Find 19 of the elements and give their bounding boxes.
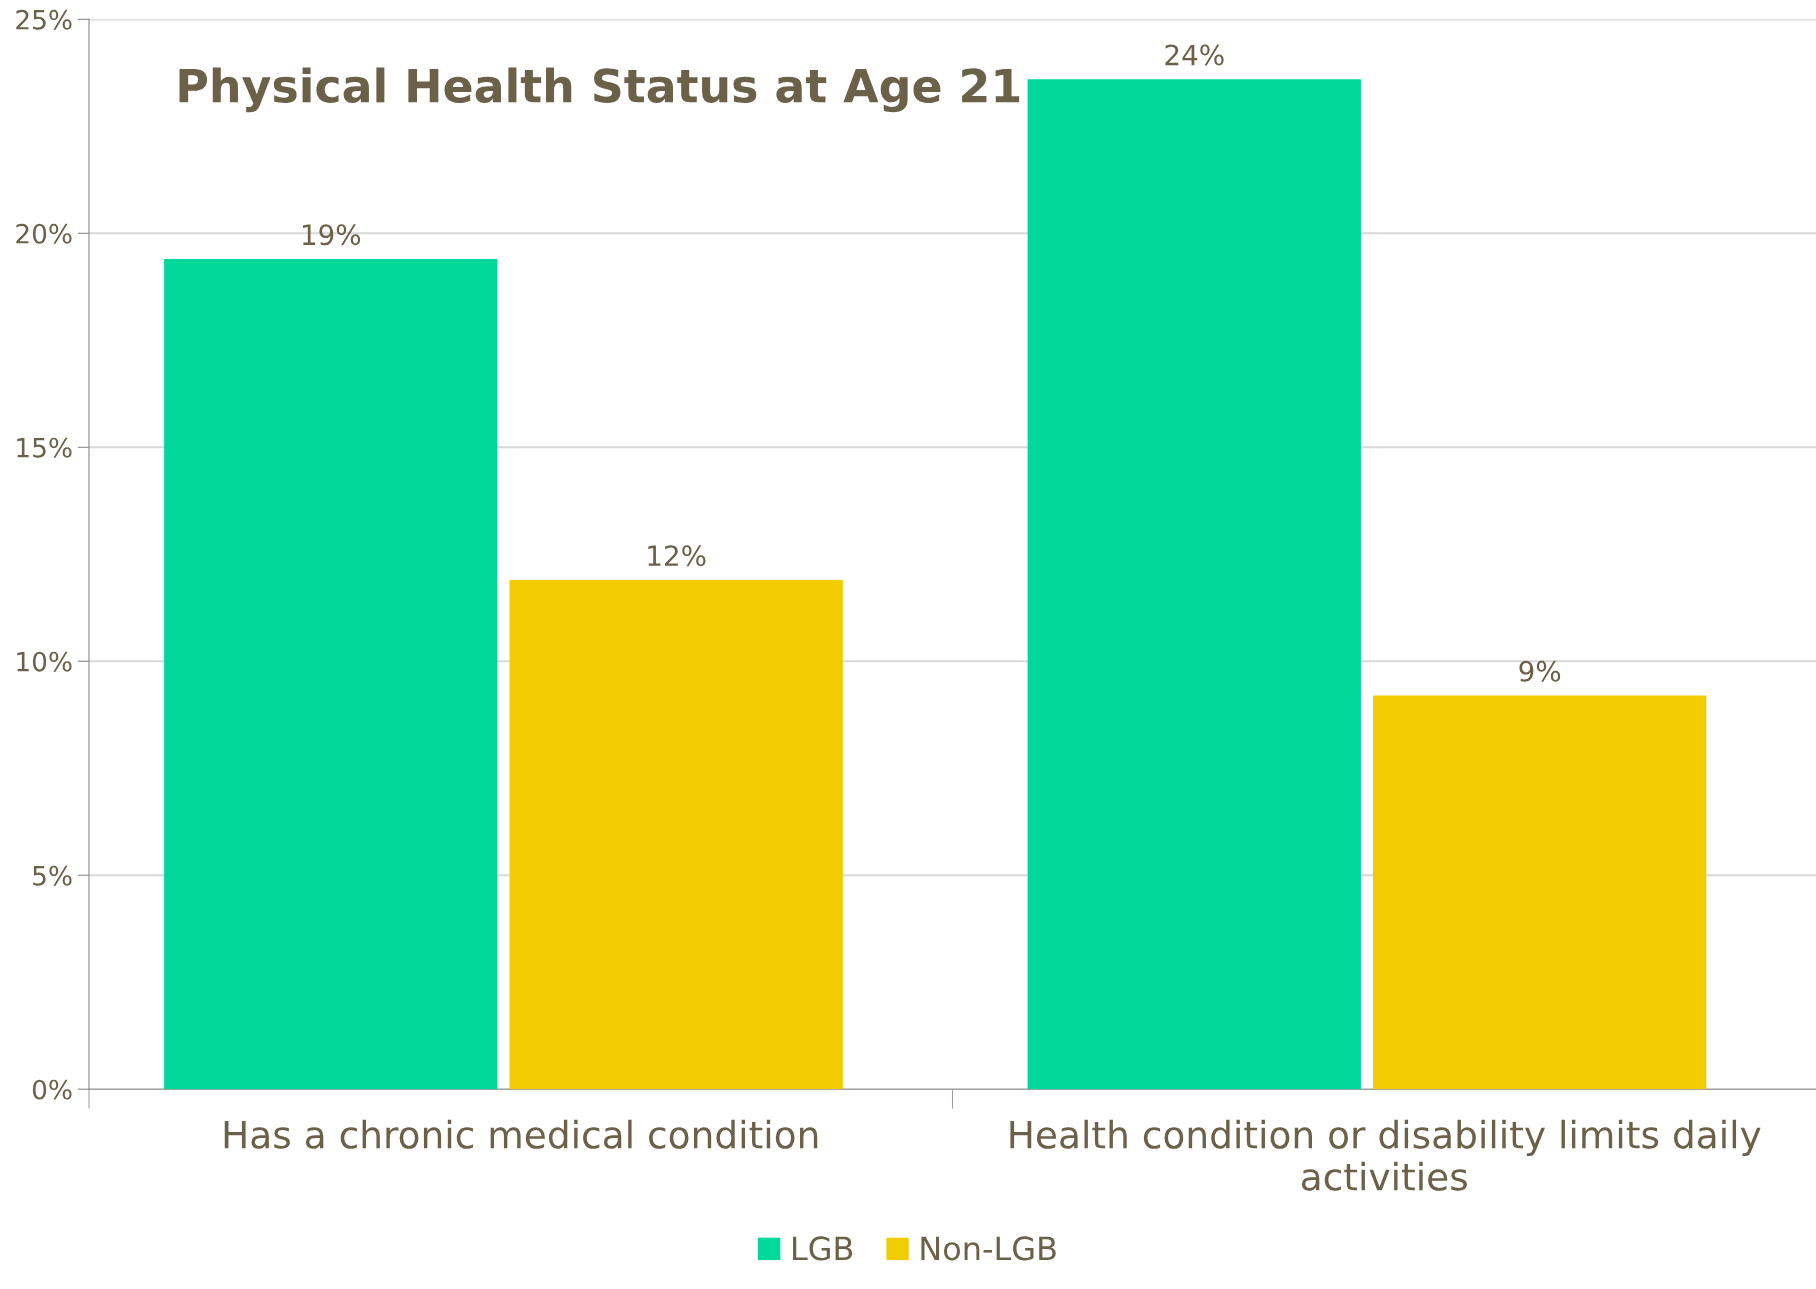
bar	[1373, 695, 1707, 1090]
data-label: 19%	[302, 224, 361, 246]
bar	[1027, 79, 1361, 1090]
data-label: 9%	[1519, 660, 1561, 682]
x-tick-label: Health condition or disability limits daily activities	[1010, 1119, 1761, 1191]
bar	[164, 258, 498, 1090]
y-tick-label: 25%	[16, 9, 72, 30]
y-tick-label: 10%	[17, 651, 72, 672]
legend-label: Non-LGB	[921, 1236, 1056, 1261]
data-label: 24%	[1165, 44, 1224, 66]
bar	[509, 579, 843, 1090]
data-label: 12%	[648, 545, 706, 567]
y-tick-label: 5%	[33, 865, 72, 886]
text: Physical Health Status at Age 21	[179, 67, 1020, 113]
y-tick-label: 15%	[17, 437, 72, 458]
y-tick-label: 20%	[16, 223, 72, 244]
legend-label: LGB	[793, 1236, 853, 1261]
y-tick-label: 0%	[32, 1079, 72, 1100]
x-tick-label: Has a chronic medical condition	[224, 1119, 818, 1149]
